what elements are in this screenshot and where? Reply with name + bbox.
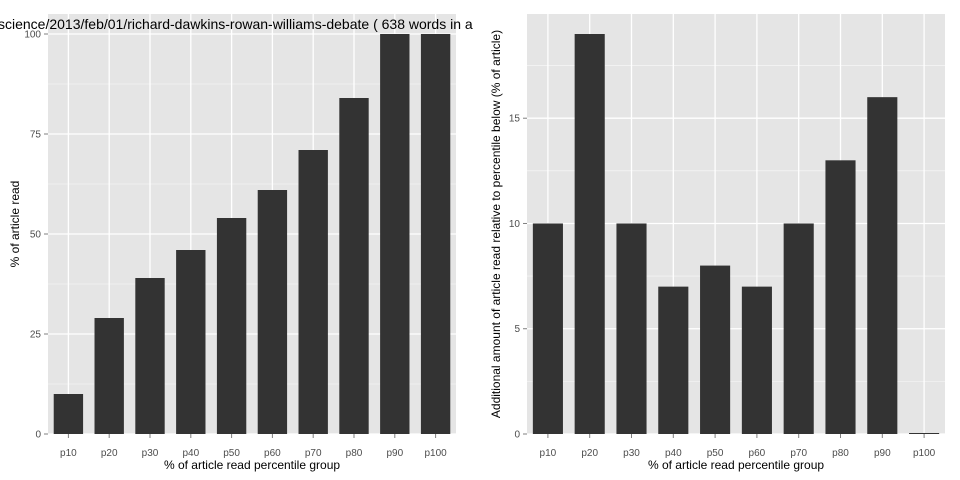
x-tick-label: p90 <box>386 448 403 459</box>
y-tick-label: 5 <box>514 324 520 335</box>
bar-p80 <box>339 98 369 434</box>
x-tick-label: p10 <box>540 448 557 459</box>
x-tick-label: p60 <box>264 448 281 459</box>
bar-p70 <box>298 150 328 434</box>
x-tick-label: p80 <box>346 448 363 459</box>
y-ticks-right: 0 5 10 15 <box>509 114 527 441</box>
chart-right: 0 5 10 15 p10 p20 p30 p40 p50 p60 p70 p80 p90 p100 %… <box>489 14 945 472</box>
x-ticks-right: p10 p20 p30 p40 p50 p60 p70 p80 p90 p100 <box>540 434 936 459</box>
x-axis-label-left: % of article read percentile group <box>164 458 340 472</box>
x-tick-label: p10 <box>60 448 77 459</box>
y-axis-label-left: % of article read <box>8 181 22 268</box>
x-tick-label: p50 <box>223 448 240 459</box>
x-tick-label: p20 <box>581 448 598 459</box>
y-axis-label-right: Additional amount of article read relati… <box>489 30 503 418</box>
x-tick-label: p100 <box>424 448 447 459</box>
bar-p30 <box>616 223 647 434</box>
bar-p50 <box>700 265 731 434</box>
x-tick-label: p80 <box>832 448 849 459</box>
bars-right <box>532 34 940 434</box>
bar-p90 <box>380 34 410 434</box>
x-tick-label: p100 <box>913 448 936 459</box>
x-tick-label: p60 <box>749 448 766 459</box>
x-tick-label: p50 <box>707 448 724 459</box>
bar-p50 <box>216 218 247 434</box>
y-tick-label: 0 <box>35 430 41 441</box>
bar-p10 <box>532 223 563 434</box>
y-tick-label: 15 <box>509 114 521 125</box>
x-ticks-left: p10 p20 p30 p40 p50 p60 p70 p80 p90 p100 <box>60 434 447 459</box>
bar-p60 <box>741 286 772 434</box>
x-tick-label: p90 <box>874 448 891 459</box>
bar-p20 <box>574 34 605 434</box>
y-ticks-left: 0 25 50 75 100 <box>24 30 48 441</box>
x-tick-label: p40 <box>182 448 199 459</box>
y-tick-label: 100 <box>24 30 41 41</box>
y-tick-label: 10 <box>509 219 521 230</box>
bar-p80 <box>825 160 856 434</box>
x-tick-label: p70 <box>305 448 322 459</box>
bar-p90 <box>867 97 898 434</box>
x-axis-label-right: % of article read percentile group <box>648 458 824 472</box>
bar-p70 <box>783 223 814 434</box>
bar-p20 <box>94 318 124 434</box>
x-tick-label: p30 <box>142 448 159 459</box>
bar-p30 <box>135 278 165 434</box>
bars-left <box>53 34 451 434</box>
bar-p60 <box>257 190 288 434</box>
x-tick-label: p40 <box>665 448 682 459</box>
x-tick-label: p20 <box>101 448 118 459</box>
chart-title-left: science/2013/feb/01/richard-dawkins-rowa… <box>0 16 473 32</box>
y-tick-label: 0 <box>514 430 520 441</box>
y-tick-label: 75 <box>30 130 42 141</box>
x-tick-label: p30 <box>623 448 640 459</box>
bar-p40 <box>176 250 206 434</box>
bar-p100 <box>420 34 451 434</box>
y-tick-label: 25 <box>30 330 42 341</box>
x-tick-label: p70 <box>790 448 807 459</box>
bar-p100 <box>909 433 940 434</box>
y-tick-label: 50 <box>30 230 42 241</box>
bar-p40 <box>658 286 689 434</box>
bar-p10 <box>53 394 84 434</box>
